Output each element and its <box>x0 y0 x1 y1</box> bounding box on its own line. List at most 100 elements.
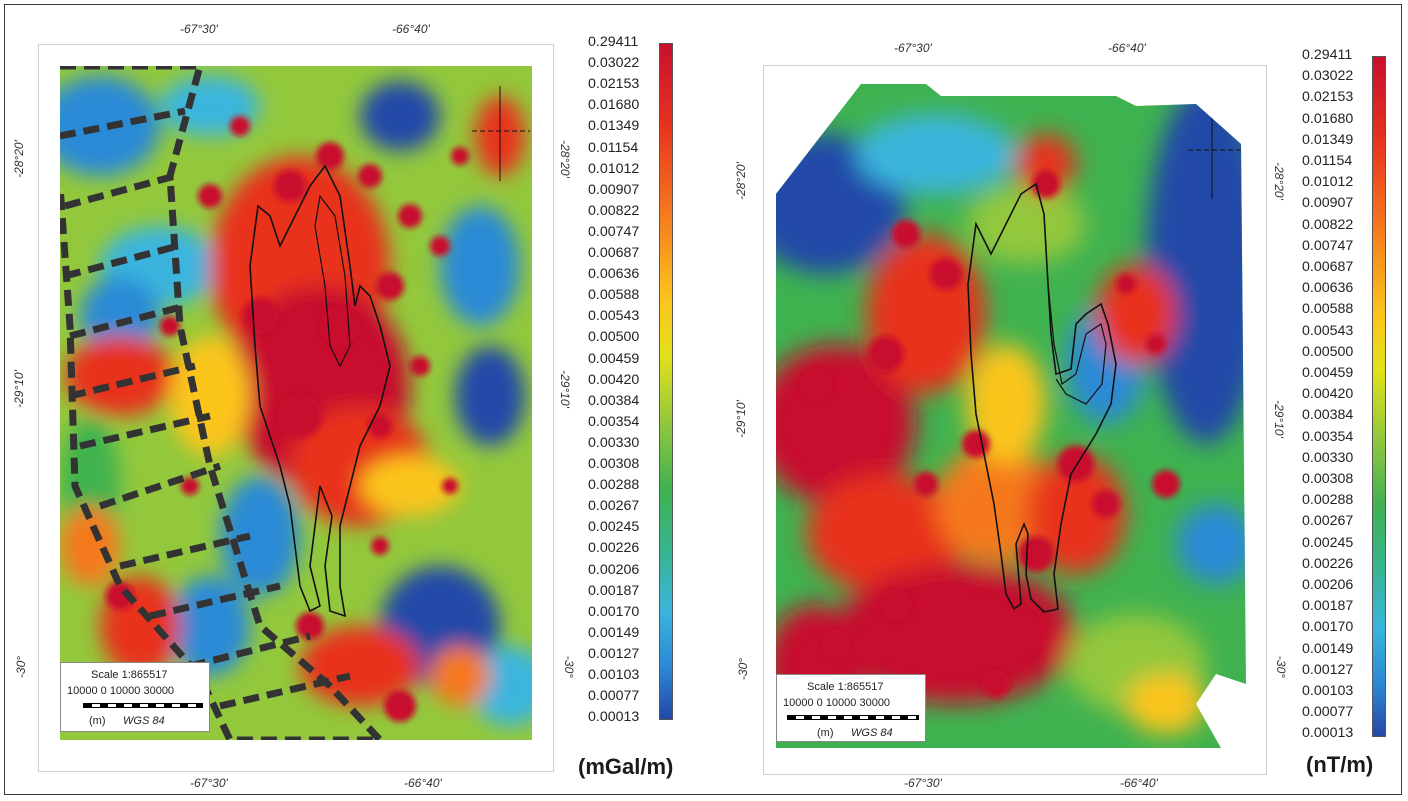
left-colorbar-label: 0.00500 <box>588 329 640 346</box>
left-colorbar-label: 0.00149 <box>588 624 640 641</box>
right-scale-title: Scale 1:865517 <box>807 681 884 693</box>
figure-frame <box>4 4 1402 795</box>
left-colorbar-label: 0.29411 <box>588 34 639 50</box>
right-colorbar-label: 0.00170 <box>1302 619 1354 636</box>
right-colorbar-label: 0.00149 <box>1302 640 1354 657</box>
right-top-lon-1: -67°30' <box>894 41 932 55</box>
right-bottom-lon-1: -67°30' <box>904 776 942 790</box>
left-colorbar-label: 0.00543 <box>588 308 640 325</box>
left-gravity-map: Scale 1:865517 10000 0 10000 30000 (m) W… <box>60 66 532 740</box>
right-colorbar-label: 0.00384 <box>1302 407 1354 424</box>
left-colorbar-label: 0.00687 <box>588 245 640 261</box>
left-colorbar-label: 0.00013 <box>588 709 640 726</box>
left-colorbar-label: 0.03022 <box>588 55 640 72</box>
left-lat-left-2: -29°10' <box>11 370 26 408</box>
right-scale-datum: WGS 84 <box>851 727 893 739</box>
right-unit-label: (nT/m) <box>1306 752 1374 777</box>
left-scale-datum: WGS 84 <box>123 715 165 727</box>
left-colorbar-label: 0.00187 <box>588 582 640 599</box>
right-colorbar-label: 0.00543 <box>1302 322 1354 339</box>
left-colorbar-label: 0.00206 <box>588 561 640 578</box>
right-top-lon-2: -66°40' <box>1108 41 1146 55</box>
right-scale-units: (m) <box>817 727 834 739</box>
right-lat-left-1: -28°20' <box>733 162 748 200</box>
right-colorbar-label: 0.00245 <box>1302 534 1354 551</box>
right-colorbar-label: 0.00636 <box>1302 280 1354 297</box>
right-colorbar-label: 0.00288 <box>1302 492 1354 509</box>
right-colorbar-label: 0.00747 <box>1302 237 1354 254</box>
left-colorbar-label: 0.01154 <box>588 139 639 156</box>
right-colorbar-label: 0.29411 <box>1302 47 1353 63</box>
left-colorbar-label: 0.00127 <box>588 645 640 662</box>
left-colorbar-label: 0.00588 <box>588 287 640 304</box>
right-colorbar-label: 0.00687 <box>1302 259 1354 275</box>
left-scale-box: Scale 1:865517 10000 0 10000 30000 (m) W… <box>60 662 210 732</box>
left-colorbar-label: 0.02153 <box>588 76 640 93</box>
left-lat-right-2: -29°10' <box>557 370 572 408</box>
left-colorbar-label: 0.00384 <box>588 392 640 409</box>
left-colorbar-label: 0.00822 <box>588 202 640 219</box>
left-colorbar-label: 0.00907 <box>588 181 640 198</box>
left-lat-left-1: -28°20' <box>11 140 26 178</box>
left-bottom-lon-1: -67°30' <box>190 776 228 790</box>
right-colorbar-label: 0.00187 <box>1302 598 1354 615</box>
left-colorbar-label: 0.00330 <box>588 434 640 451</box>
right-lat-left-3: -30° <box>736 657 751 681</box>
left-colorbar-label: 0.00267 <box>588 498 640 515</box>
left-colorbar-label: 0.00308 <box>588 456 640 472</box>
right-colorbar-label: 0.00500 <box>1302 343 1354 360</box>
left-colorbar-label: 0.00103 <box>588 667 640 683</box>
right-colorbar-label: 0.00907 <box>1302 195 1354 212</box>
left-colorbar-label: 0.00459 <box>588 350 640 367</box>
right-colorbar-label: 0.00077 <box>1302 704 1354 721</box>
left-colorbar-label: 0.00288 <box>588 477 640 494</box>
right-colorbar-label: 0.03022 <box>1302 68 1354 85</box>
left-colorbar-label: 0.00747 <box>588 223 640 240</box>
right-colorbar-label: 0.00127 <box>1302 661 1354 678</box>
right-colorbar-label: 0.00459 <box>1302 365 1354 381</box>
right-colorbar-label: 0.01012 <box>1302 174 1354 191</box>
left-scale-ticks: 10000 0 10000 30000 <box>67 685 175 697</box>
left-unit-label: (mGal/m) <box>578 754 674 779</box>
left-lat-right-1: -28°20' <box>557 140 572 178</box>
right-lat-right-1: -28°20' <box>1271 162 1286 200</box>
left-colorbar-label: 0.01349 <box>588 118 640 135</box>
left-colorbar <box>659 43 673 720</box>
right-magnetic-map: Scale 1:865517 10000 0 10000 30000 (m) W… <box>776 84 1250 748</box>
right-lat-right-3: -30° <box>1274 655 1289 679</box>
left-lat-left-3: -30° <box>14 655 29 679</box>
left-colorbar-label: 0.00245 <box>588 519 640 536</box>
right-scale-bar <box>787 715 919 720</box>
right-colorbar-label: 0.00420 <box>1302 386 1354 403</box>
right-colorbar-labels: 0.29411 0.03022 0.02153 0.01680 0.01349 0.011… <box>1302 47 1372 747</box>
right-colorbar-label: 0.00206 <box>1302 577 1354 593</box>
left-colorbar-label: 0.00170 <box>588 603 640 620</box>
right-bottom-lon-2: -66°40' <box>1120 776 1158 790</box>
left-top-lon-1: -67°30' <box>180 22 218 36</box>
right-colorbar-label: 0.01680 <box>1302 110 1354 127</box>
left-scale-units: (m) <box>89 715 106 727</box>
right-scale-box: Scale 1:865517 10000 0 10000 30000 (m) W… <box>776 674 926 742</box>
right-colorbar-label: 0.00354 <box>1302 428 1354 445</box>
right-colorbar-label: 0.00330 <box>1302 449 1354 466</box>
left-colorbar-labels: 0.29411 0.03022 0.02153 0.01680 0.01349 0.011… <box>588 34 658 734</box>
right-colorbar-label: 0.00822 <box>1302 216 1354 233</box>
right-colorbar-label: 0.00588 <box>1302 301 1354 318</box>
right-lat-right-2: -29°10' <box>1271 400 1286 438</box>
left-scale-title: Scale 1:865517 <box>91 669 168 681</box>
right-colorbar-label: 0.02153 <box>1302 89 1354 106</box>
left-colorbar-label: 0.00354 <box>588 413 640 430</box>
left-colorbar-label: 0.00226 <box>588 540 640 557</box>
left-colorbar-label: 0.00077 <box>588 688 640 705</box>
right-colorbar-label: 0.01349 <box>1302 131 1354 148</box>
left-scale-bar <box>83 703 203 708</box>
left-colorbar-label: 0.01680 <box>588 97 640 114</box>
right-colorbar-label: 0.00013 <box>1302 725 1354 742</box>
left-colorbar-label: 0.00420 <box>588 371 640 388</box>
right-colorbar-label: 0.00226 <box>1302 555 1354 572</box>
right-colorbar-label: 0.00103 <box>1302 683 1354 699</box>
left-lat-right-3: -30° <box>562 655 577 679</box>
right-colorbar-label: 0.01154 <box>1302 153 1353 169</box>
right-colorbar-label: 0.00267 <box>1302 513 1354 530</box>
right-lat-left-2: -29°10' <box>733 400 748 438</box>
